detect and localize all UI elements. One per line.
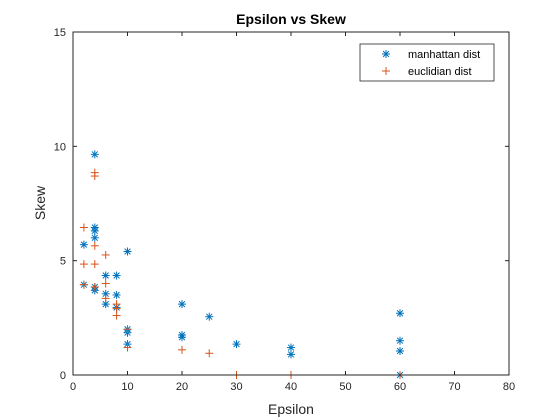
x-tick-label: 40 [285,381,297,393]
x-tick-label: 10 [121,381,133,393]
x-tick-label: 50 [339,381,351,393]
data-point [287,343,295,352]
data-point [101,279,110,288]
axis-tick-labels: 0 10 20 30 40 50 60 70 80 0 5 10 15 [54,27,515,393]
legend-marker-euclidian [382,67,390,75]
data-point [396,309,404,318]
data-point [123,325,132,334]
data-point [232,340,241,349]
data-point [178,300,186,309]
data-point [90,241,99,250]
data-point [287,350,295,359]
x-tick-label: 80 [503,381,515,393]
x-axis-label: Epsilon [268,401,314,417]
data-point [79,280,88,289]
legend-box [359,43,495,82]
data-point [101,271,110,280]
data-point [396,346,404,355]
data-point [90,260,99,269]
data-point [123,247,132,256]
y-axis-label: Skew [32,185,48,220]
data-point [101,250,110,259]
data-point [178,333,186,342]
y-tick-label: 0 [60,370,66,382]
data-point [90,172,99,181]
data-point [123,343,132,352]
x-tick-label: 30 [230,381,242,393]
data-point [79,240,88,249]
x-tick-label: 0 [70,381,76,393]
data-point [79,260,88,269]
plot-area [73,32,509,375]
data-point [178,345,186,354]
data-point [90,150,99,159]
y-tick-label: 10 [54,141,66,153]
legend-label-manhattan: manhattan dist [408,49,480,61]
data-point [396,336,404,345]
data-point [90,282,99,291]
data-point [112,271,121,280]
data-point [101,289,110,298]
chart-title: Epsilon vs Skew [236,11,346,27]
legend-label-euclidian: euclidian dist [408,66,472,78]
x-tick-label: 20 [176,381,188,393]
x-tick-label: 60 [394,381,406,393]
legend-marker-manhattan [382,50,390,58]
series-euclidian [79,168,404,379]
data-point [112,304,121,313]
data-marks [79,150,404,379]
legend-marker-symbol [382,67,390,75]
x-tick-label: 70 [448,381,460,393]
axes-box [72,31,510,376]
data-point [112,311,121,320]
data-point [90,233,99,242]
data-point [101,294,110,303]
data-point [90,226,99,235]
series-manhattan [79,150,404,379]
data-point [205,312,214,321]
legend-marker-symbol [382,50,390,58]
y-tick-label: 15 [54,27,66,39]
legend: manhattan dist euclidian dist [359,43,495,82]
data-point [205,349,214,358]
y-tick-label: 5 [60,256,66,268]
data-point [79,223,88,232]
data-point [112,290,121,299]
